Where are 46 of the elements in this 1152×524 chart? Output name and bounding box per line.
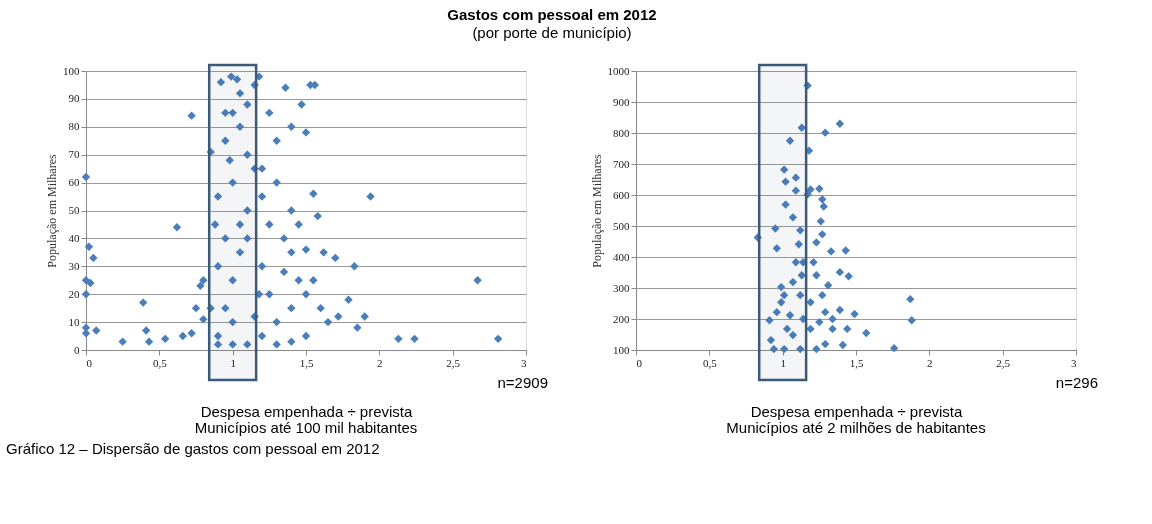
y-tick-label: 90 [68,92,80,105]
y-tick-label: 60 [68,176,80,189]
y-tick-label: 20 [68,287,80,300]
x-tick-label: 2,5 [996,356,1011,369]
x-tick-label: 3 [1071,356,1077,369]
y-tick-label: 10 [68,315,80,328]
x-tick-label: 2 [927,356,933,369]
x-tick-label: 0,5 [152,356,168,369]
x-tick-label: 1 [230,356,236,369]
y-tick-label: 800 [613,126,630,139]
y-axis-title: População em Milhares [589,154,604,268]
y-tick-label: 900 [613,95,630,108]
y-tick-label: 100 [63,64,80,77]
x-tick-label: 0,5 [702,356,718,369]
y-tick-label: 200 [613,312,630,325]
y-tick-label: 40 [68,231,80,244]
x-axis-title: Despesa empenhada ÷ prevista [750,402,963,420]
y-tick-label: 30 [68,259,80,272]
y-tick-label: 500 [613,219,630,232]
x-tick-label: 0 [636,356,643,369]
y-tick-label: 1000 [607,64,630,77]
y-tick-label: 100 [613,343,630,356]
text: n=2909 [497,374,548,391]
y-tick-label: 700 [613,157,630,170]
chart-subtitle: (por porte de município) [472,24,632,42]
text: Municípios até 100 mil habitantes [194,419,418,436]
text: n=296 [1055,374,1098,391]
text: Gráfico 12 – Dispersão de gastos com pessoal em 2012 [6,440,380,457]
text: Municípios até 2 milhões de habitantes [726,419,986,436]
y-tick-label: 70 [68,148,80,161]
y-tick-label: 0 [74,343,80,356]
y-tick-label: 600 [613,188,630,201]
y-tick-label: 400 [613,250,630,263]
x-tick-label: 1 [780,356,786,369]
y-axis-title: População em Milhares [45,154,59,268]
x-axis-title: Despesa empenhada ÷ prevista [200,402,413,420]
chart-title: Gastos com pessoal em 2012 [447,6,657,24]
x-tick-label: 2 [377,356,383,369]
x-tick-label: 3 [521,356,527,369]
y-tick-label: 300 [613,281,630,294]
y-tick-label: 50 [68,204,80,216]
x-tick-label: 1,5 [849,356,864,369]
x-tick-label: 2,5 [446,356,461,369]
x-tick-label: 0 [86,356,93,369]
x-tick-label: 1,5 [299,356,314,369]
y-tick-label: 80 [68,120,80,133]
